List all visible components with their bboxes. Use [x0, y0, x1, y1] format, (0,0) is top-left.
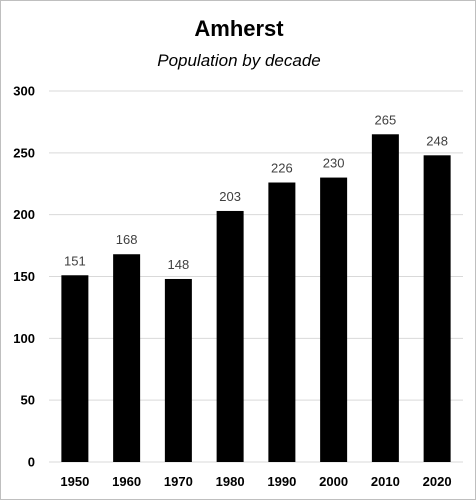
- x-tick-label: 2000: [319, 474, 348, 489]
- data-label: 148: [168, 257, 190, 272]
- data-label: 203: [219, 189, 241, 204]
- y-tick-label: 150: [13, 269, 35, 284]
- y-tick-label: 0: [28, 455, 35, 470]
- bar: [164, 278, 192, 462]
- chart-subtitle: Population by decade: [157, 51, 321, 70]
- y-tick-label: 200: [13, 207, 35, 222]
- bar: [113, 254, 141, 462]
- bar: [371, 134, 399, 463]
- data-labels: 151 168 148 203 226 230 265 248: [64, 112, 448, 272]
- y-tick-label: 50: [21, 393, 35, 408]
- bar: [216, 210, 244, 462]
- x-tick-label: 2020: [423, 474, 452, 489]
- x-tick-label: 1980: [216, 474, 245, 489]
- x-tick-label: 1950: [60, 474, 89, 489]
- y-tick-label: 100: [13, 331, 35, 346]
- y-tick-label: 250: [13, 145, 35, 160]
- x-axis-ticks: 1950 1960 1970 1980 1990 2000 2010 2020: [60, 474, 451, 489]
- y-axis-ticks: 0 50 100 150 200 250 300: [13, 84, 35, 470]
- bar: [423, 155, 451, 462]
- data-label: 248: [426, 133, 448, 148]
- y-tick-label: 300: [13, 84, 35, 99]
- x-tick-label: 1990: [267, 474, 296, 489]
- data-label: 168: [116, 232, 138, 247]
- x-tick-label: 1970: [164, 474, 193, 489]
- bars: [61, 134, 451, 463]
- data-label: 230: [323, 156, 345, 171]
- bar: [268, 182, 296, 462]
- x-tick-label: 2010: [371, 474, 400, 489]
- bar: [61, 275, 89, 462]
- data-label: 151: [64, 253, 86, 268]
- bar: [320, 177, 348, 463]
- data-label: 226: [271, 161, 293, 176]
- gridlines: [49, 90, 463, 463]
- x-tick-label: 1960: [112, 474, 141, 489]
- chart-title: Amherst: [194, 16, 284, 41]
- data-label: 265: [375, 112, 397, 127]
